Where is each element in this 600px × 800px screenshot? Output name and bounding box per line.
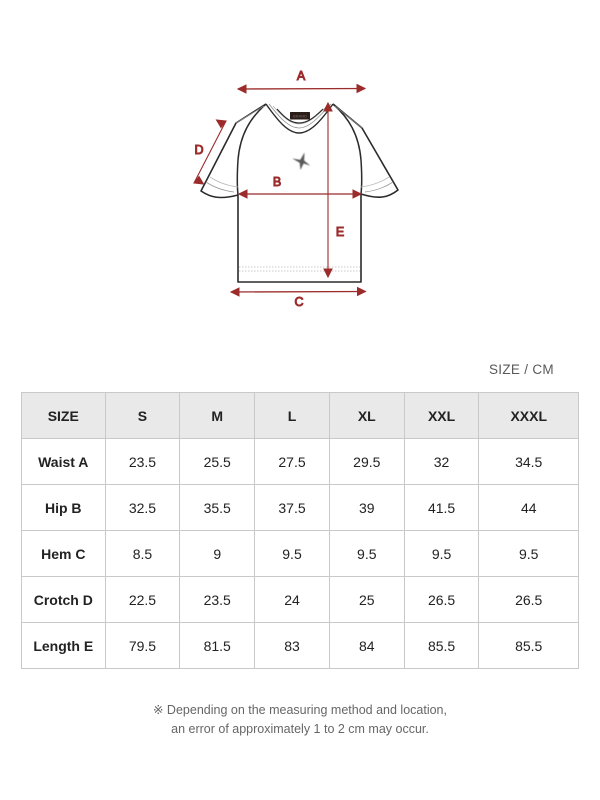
svg-text:E: E [336, 225, 344, 239]
svg-text:D: D [194, 143, 203, 157]
svg-text:B: B [273, 175, 281, 189]
svg-text:A: A [297, 69, 306, 83]
svg-text:BRAND: BRAND [293, 114, 307, 119]
svg-text:C: C [294, 295, 303, 309]
